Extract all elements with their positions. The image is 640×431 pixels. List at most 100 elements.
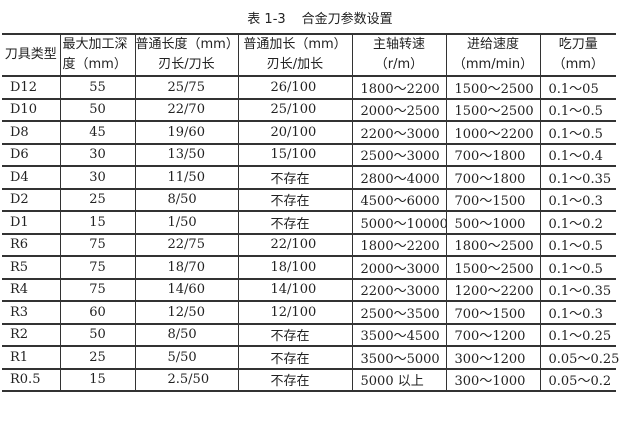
cell-cut-depth: 0.1～0.5 [539, 233, 616, 256]
table-row: D2 25 8/50 不存在 4500～6000 700～1500 0.1～0.3 [2, 188, 616, 211]
table-row: R0.5 15 2.5/50 不存在 5000 以上 300～1000 0.05～0.2 [2, 368, 616, 391]
cell-normal-length: 22/70 [134, 98, 239, 121]
cell-extended-length: 26/100 [237, 76, 353, 99]
cell-extended-length: 18/100 [237, 256, 353, 279]
cell-max-depth: 75 [59, 278, 136, 301]
header-max-depth-line: 最大加工深 [62, 37, 128, 52]
cell-max-depth: 75 [59, 233, 136, 256]
cell-normal-length: 8/50 [134, 188, 239, 211]
cell-cut-depth: 0.1～0.25 [539, 323, 616, 346]
table-row: D4 30 11/50 不存在 2800～4000 700～1800 0.1～0.35 [2, 166, 616, 189]
table-body: D12 55 25/75 26/100 1800～2200 1500～2500 0.1～05… [2, 76, 619, 391]
cell-extended-length: 22/100 [237, 233, 353, 256]
cell-cut-depth: 0.05～0.2 [539, 368, 616, 391]
cell-max-depth: 55 [59, 76, 136, 99]
header-spindle-speed-line: （r/m） [374, 57, 424, 72]
table-row: D10 50 22/70 25/100 2000～2500 1500～2500 0.1～0.… [2, 98, 616, 121]
cell-feed-rate: 700～1800 [445, 166, 541, 189]
header-spindle-speed: 主轴转速 （r/m） [351, 34, 447, 76]
header-max-depth: 最大加工深度（mm） [59, 34, 136, 76]
cell-extended-length: 不存在 [237, 368, 353, 391]
cell-extended-length: 不存在 [237, 188, 353, 211]
cell-normal-length: 1/50 [134, 211, 239, 234]
table-row: D1 15 1/50 不存在 5000～10000 500～1000 0.1～0.2 [2, 211, 616, 234]
table-row: R4 75 14/60 14/100 2200～3000 1200～2200 0.1～0.3… [2, 278, 616, 301]
table-row: D12 55 25/75 26/100 1800～2200 1500～2500 0.1～05 [2, 76, 616, 99]
cell-feed-rate: 1000～2200 [445, 121, 541, 144]
cell-extended-length: 15/100 [237, 143, 353, 166]
cell-cut-depth: 0.1～0.35 [539, 278, 616, 301]
cell-feed-rate: 700～1800 [445, 143, 541, 166]
header-feed-rate-line: 进给速度 [466, 37, 519, 52]
cell-tool-type: R3 [2, 301, 61, 324]
cell-feed-rate: 1500～2500 [445, 256, 541, 279]
header-feed-rate: 进给速度 （mm/min） [445, 34, 541, 76]
table-row: D6 30 13/50 15/100 2500～3000 700～1800 0.1～0.4 [2, 143, 616, 166]
header-max-depth-line: 度（mm） [62, 57, 127, 72]
cell-cut-depth: 0.1～0.3 [539, 301, 616, 324]
alloy-tool-parameter-table: 刀具类型 最大加工深 度（mm） 普通长度（mm） 刃长/刀长 普通加长（mm） 刃长/加长… [2, 33, 619, 392]
cell-spindle-speed: 2000～2500 [351, 98, 447, 121]
header-extended-length-line: 刃长/加长 [266, 57, 324, 72]
cell-normal-length: 8/50 [134, 323, 239, 346]
cell-tool-type: R5 [2, 256, 61, 279]
cell-normal-length: 14/60 [134, 278, 239, 301]
cell-cut-depth: 0.05～0.25 [539, 346, 619, 369]
cell-tool-type: D2 [2, 188, 61, 211]
cell-spindle-speed: 1800～2200 [351, 76, 447, 99]
cell-cut-depth: 0.1～0.4 [539, 143, 616, 166]
cell-spindle-speed: 3500～4500 [351, 323, 447, 346]
cell-spindle-speed: 2200～3000 [351, 121, 447, 144]
cell-cut-depth: 0.1～0.35 [539, 166, 616, 189]
header-tool-type: 刀具类型 [2, 34, 61, 76]
cell-feed-rate: 700～1200 [445, 323, 541, 346]
cell-tool-type: D6 [2, 143, 61, 166]
cell-extended-length: 不存在 [237, 211, 353, 234]
cell-tool-type: D10 [2, 98, 61, 121]
cell-tool-type: D1 [2, 211, 61, 234]
table-row: R6 75 22/75 22/100 1800～2200 1800～2500 0.1～0.5 [2, 233, 616, 256]
cell-max-depth: 45 [59, 121, 136, 144]
cell-cut-depth: 0.1～0.3 [539, 188, 616, 211]
header-feed-rate-line: （mm/min） [452, 57, 534, 72]
header-cut-depth-line: 吃刀量 [558, 37, 598, 52]
cell-max-depth: 15 [59, 211, 136, 234]
header-tool-type-line: 刀具类型 [4, 47, 57, 62]
cell-spindle-speed: 4500～6000 [351, 188, 447, 211]
cell-tool-type: R1 [2, 346, 61, 369]
table-number: 表 1-3 [247, 12, 286, 27]
cell-max-depth: 50 [59, 323, 136, 346]
header-cut-depth: 吃刀量 （mm） [539, 34, 616, 76]
cell-normal-length: 22/75 [134, 233, 239, 256]
cell-spindle-speed: 1800～2200 [351, 233, 447, 256]
cell-normal-length: 5/50 [134, 346, 239, 369]
table-row: R1 25 5/50 不存在 3500～5000 300～1200 0.05～0.25 [2, 346, 619, 369]
cell-tool-type: D4 [2, 166, 61, 189]
cell-max-depth: 25 [59, 346, 136, 369]
cell-max-depth: 25 [59, 188, 136, 211]
cell-cut-depth: 0.1～0.2 [539, 211, 616, 234]
cell-feed-rate: 1500～2500 [445, 76, 541, 99]
cell-tool-type: R0.5 [2, 368, 61, 391]
table-title: 合金刀参数设置 [301, 12, 393, 27]
cell-extended-length: 12/100 [237, 301, 353, 324]
cell-max-depth: 50 [59, 98, 136, 121]
cell-extended-length: 25/100 [237, 98, 353, 121]
cell-spindle-speed: 2500～3000 [351, 143, 447, 166]
cell-tool-type: D12 [2, 76, 61, 99]
cell-extended-length: 20/100 [237, 121, 353, 144]
cell-spindle-speed: 5000 以上 [351, 368, 447, 391]
cell-normal-length: 12/50 [134, 301, 239, 324]
cell-spindle-speed: 3500～5000 [351, 346, 447, 369]
cell-feed-rate: 1500～2500 [445, 98, 541, 121]
cell-normal-length: 19/60 [134, 121, 239, 144]
cell-spindle-speed: 5000～10000 [351, 211, 448, 234]
cell-feed-rate: 1200～2200 [445, 278, 541, 301]
cell-normal-length: 2.5/50 [134, 368, 239, 391]
header-normal-length-line: 普通长度（mm） [135, 37, 239, 52]
table-row: R5 75 18/70 18/100 2000～3000 1500～2500 0.1～0.5 [2, 256, 616, 279]
cell-feed-rate: 300～1000 [445, 368, 541, 391]
cell-cut-depth: 0.1～0.5 [539, 121, 616, 144]
cell-spindle-speed: 2500～3500 [351, 301, 447, 324]
cell-cut-depth: 0.1～0.5 [539, 98, 616, 121]
